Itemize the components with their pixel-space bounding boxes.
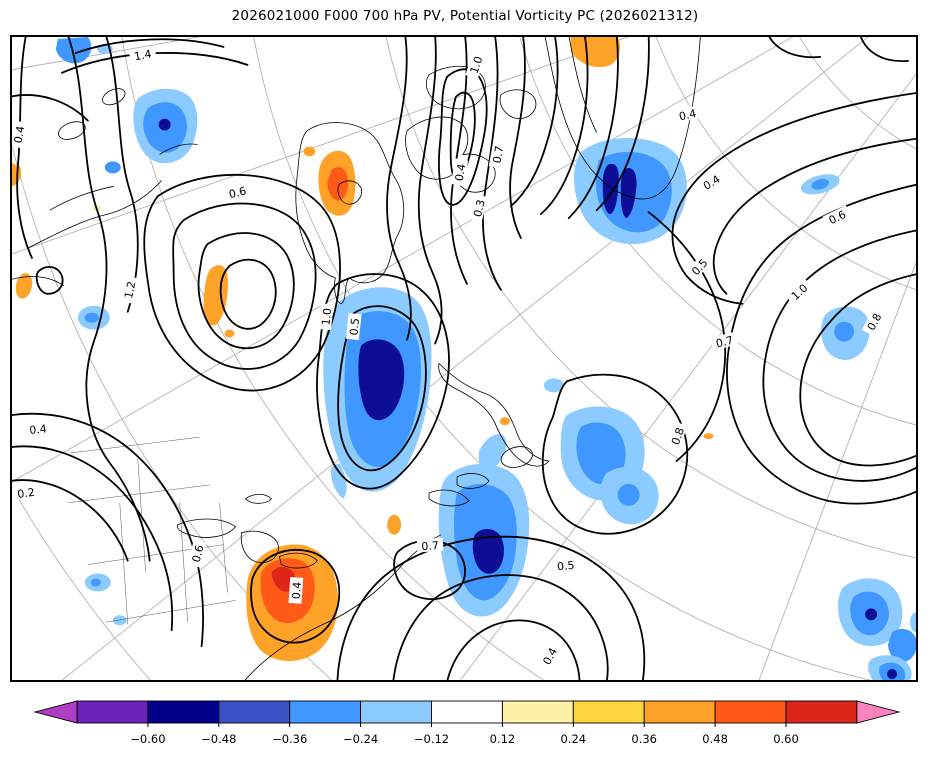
svg-text:0.4: 0.4 (453, 163, 469, 182)
colorbar-segment (785, 700, 858, 724)
contour-label: 1.0 (784, 277, 813, 305)
contour-label: 0.4 (696, 169, 726, 195)
colorbar-tick-label: −0.60 (130, 732, 165, 746)
colorbar-tick-label: 0.12 (490, 732, 516, 746)
svg-text:0.6: 0.6 (190, 544, 207, 564)
svg-text:1.2: 1.2 (122, 280, 138, 300)
colorbar-segment (714, 700, 787, 724)
svg-text:1.4: 1.4 (133, 47, 152, 63)
colorbar-tick-label: −0.24 (343, 732, 378, 746)
colorbar-tick-label: −0.48 (201, 732, 236, 746)
svg-text:0.7: 0.7 (421, 539, 439, 553)
contour-label: 1.4 (128, 45, 157, 63)
colorbar-svg: −0.60 −0.48 −0.36 −0.24 −0.12 0.12 0.24 0.36 0.4… (33, 700, 901, 746)
colorbar-tick-label: 0.36 (631, 732, 657, 746)
colorbar-segment (431, 700, 503, 724)
contour-label: 0.8 (666, 421, 688, 451)
svg-text:0.2: 0.2 (16, 486, 35, 501)
colorbar-segment (218, 700, 291, 724)
contour-label: 0.5 (552, 557, 580, 574)
colorbar-tick-label: 0.60 (773, 732, 799, 746)
colorbar-over-arrow (856, 700, 901, 724)
svg-text:0.4: 0.4 (678, 107, 698, 123)
svg-text:0.7: 0.7 (490, 145, 506, 164)
colorbar-segment (289, 700, 362, 724)
colorbar-tick-label: −0.36 (272, 732, 307, 746)
contour-label: 0.3 (469, 193, 488, 223)
contour-label: 0.4 (24, 420, 52, 437)
map-border (10, 35, 918, 682)
svg-text:0.4: 0.4 (12, 125, 28, 144)
svg-text:0.3: 0.3 (471, 198, 488, 218)
colorbar-segment (147, 700, 220, 724)
svg-text:0.5: 0.5 (556, 559, 575, 574)
graticule (10, 35, 918, 682)
colorbar-under-arrow (33, 700, 78, 724)
colorbar-segment (76, 700, 149, 724)
contour-label: 0.7 (488, 140, 506, 169)
contour-label: 0.4 (450, 158, 469, 187)
contour-label: 0.7 (416, 537, 444, 553)
svg-text:0.7: 0.7 (715, 334, 735, 351)
contour-label: 0.5 (685, 252, 713, 281)
colorbar-segment (360, 700, 432, 724)
contour-label: 0.4 (10, 120, 28, 149)
svg-text:0.6: 0.6 (228, 184, 248, 201)
contour-label: 1.0 (465, 50, 486, 80)
colorbar-tick-label: 0.48 (702, 732, 728, 746)
map-plot: 1.4 0.6 1.2 1.0 0.7 0.4 0.3 0.4 0.4 0.6 0.5 1.0 0.8 0… (10, 35, 918, 682)
svg-text:1.0: 1.0 (468, 55, 486, 76)
colorbar-segment (572, 700, 645, 724)
colorbar-segment (501, 700, 574, 724)
colorbar-segment (643, 700, 716, 724)
contour-label: 0.5 (345, 313, 362, 341)
contour-label: 1.0 (318, 303, 334, 331)
contour-label: 0.7 (710, 331, 739, 351)
contour-label: 0.6 (223, 182, 252, 202)
colorbar-tick-label: −0.12 (414, 732, 449, 746)
contour-label: 0.4 (673, 105, 702, 123)
svg-text:0.4: 0.4 (29, 422, 48, 437)
svg-text:1.0: 1.0 (319, 307, 334, 326)
contour-label: 0.6 (187, 539, 207, 568)
shaded-regions (10, 35, 918, 682)
svg-text:0.4: 0.4 (290, 581, 304, 599)
contour-label: 1.2 (120, 275, 138, 304)
colorbar-tick-label: 0.24 (560, 732, 586, 746)
map-svg: 1.40.61.21.00.70.40.30.40.40.60.51.00.80… (10, 35, 918, 682)
svg-text:0.5: 0.5 (347, 317, 362, 336)
page-title: 2026021000 F000 700 hPa PV, Potential Vo… (231, 8, 699, 24)
svg-text:0.8: 0.8 (669, 426, 687, 447)
contour-lines (10, 35, 918, 682)
colorbar: −0.60 −0.48 −0.36 −0.24 −0.12 0.12 0.24 0.36 0.4… (0, 693, 930, 759)
contour-label: 0.2 (12, 484, 40, 501)
contour-label: 0.4 (537, 641, 562, 671)
contour-label: 0.4 (288, 577, 304, 604)
